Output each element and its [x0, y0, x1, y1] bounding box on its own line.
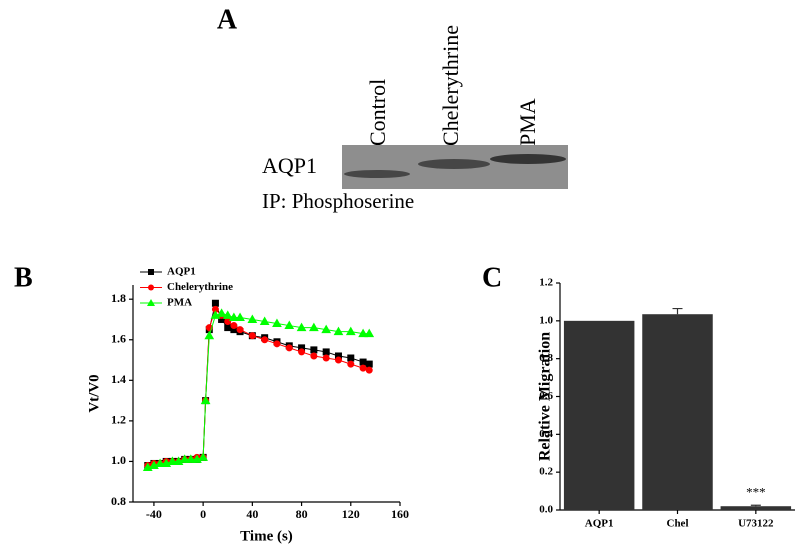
y-tick-label: 1.2 — [111, 413, 126, 427]
data-point — [347, 360, 355, 368]
annotation: *** — [746, 484, 766, 499]
bar — [720, 506, 792, 510]
y-tick-label: 0.6 — [539, 390, 553, 402]
x-tick-label: 80 — [296, 507, 308, 521]
error-bar — [672, 307, 683, 315]
data-point — [224, 324, 232, 332]
y-tick-label: 0.4 — [539, 428, 553, 440]
y-tick-label: 1.0 — [111, 453, 126, 467]
y-tick-label: 1.4 — [111, 372, 126, 386]
y-tick-label: 1.8 — [111, 291, 126, 305]
data-point — [364, 328, 375, 338]
blot-band — [344, 170, 410, 178]
data-point — [298, 348, 306, 356]
data-point — [359, 358, 367, 366]
legend-label: Chelerythrine — [167, 281, 233, 293]
lane-label: Control — [365, 79, 390, 146]
data-point — [261, 336, 269, 344]
data-point — [185, 454, 196, 463]
data-point — [284, 320, 295, 330]
y-axis-label: Vt/V0 — [86, 374, 102, 412]
data-point — [333, 326, 344, 336]
x-tick-label: 0 — [200, 507, 206, 521]
x-tick-label: AQP1 — [585, 518, 614, 530]
data-point — [179, 454, 190, 463]
data-point — [322, 348, 330, 356]
data-point — [358, 328, 368, 338]
series-line — [147, 301, 370, 466]
x-tick-label: 120 — [342, 507, 360, 521]
data-point — [347, 354, 355, 362]
data-point — [322, 354, 330, 362]
x-tick-label: -40 — [146, 507, 162, 521]
y-tick-label: 0.8 — [539, 352, 553, 364]
error-bar — [750, 504, 761, 507]
data-point — [222, 310, 233, 319]
data-point — [200, 395, 211, 405]
data-point — [247, 314, 258, 323]
data-point — [155, 458, 165, 467]
y-axis-label: Relative Migration — [537, 332, 554, 461]
blot-band — [490, 154, 566, 164]
data-point — [204, 330, 215, 340]
data-point — [273, 340, 281, 348]
ip-label: IP: Phosphoserine — [262, 189, 414, 213]
blot-band — [418, 159, 490, 169]
data-point — [248, 332, 256, 340]
bar — [642, 314, 713, 510]
x-tick-label: Chel — [667, 518, 689, 530]
data-point — [359, 364, 367, 372]
data-point — [259, 316, 270, 326]
panel-label: A — [217, 4, 238, 35]
x-tick-label: 160 — [391, 507, 409, 521]
y-tick-label: 1.2 — [539, 277, 553, 289]
legend-marker — [148, 269, 154, 275]
data-point — [365, 360, 373, 368]
data-point — [321, 324, 332, 334]
data-point — [310, 346, 318, 354]
protein-label: AQP1 — [262, 153, 317, 178]
data-point — [229, 312, 239, 321]
data-point — [296, 322, 307, 332]
x-axis-label: Time (s) — [240, 528, 293, 544]
legend-marker — [147, 299, 155, 306]
data-point — [334, 356, 342, 364]
data-point — [216, 308, 227, 317]
data-point — [167, 456, 178, 465]
panel-label: B — [14, 262, 33, 293]
data-point — [235, 312, 245, 321]
data-point — [272, 318, 282, 328]
legend-marker — [148, 284, 154, 291]
data-point — [310, 352, 318, 360]
data-point — [236, 326, 244, 334]
data-point — [285, 344, 293, 352]
data-point — [224, 318, 232, 326]
data-point — [198, 452, 208, 461]
legend-label: AQP1 — [167, 266, 196, 278]
panel-label: C — [482, 262, 502, 293]
bar — [563, 320, 635, 510]
y-tick-label: 0.2 — [539, 466, 553, 478]
x-tick-label: 40 — [246, 507, 258, 521]
lane-label: PMA — [515, 98, 540, 146]
y-tick-label: 0.0 — [539, 504, 553, 516]
legend-label: PMA — [167, 297, 192, 309]
data-point — [211, 299, 219, 307]
y-tick-label: 0.8 — [111, 494, 126, 508]
data-point — [230, 322, 238, 330]
data-point — [365, 366, 373, 374]
y-tick-label: 1.6 — [111, 332, 126, 346]
data-point — [345, 326, 356, 336]
y-tick-label: 1.0 — [539, 314, 553, 326]
x-tick-label: U73122 — [738, 518, 774, 530]
data-point — [309, 322, 319, 332]
lane-label: Chelerythrine — [438, 25, 463, 146]
